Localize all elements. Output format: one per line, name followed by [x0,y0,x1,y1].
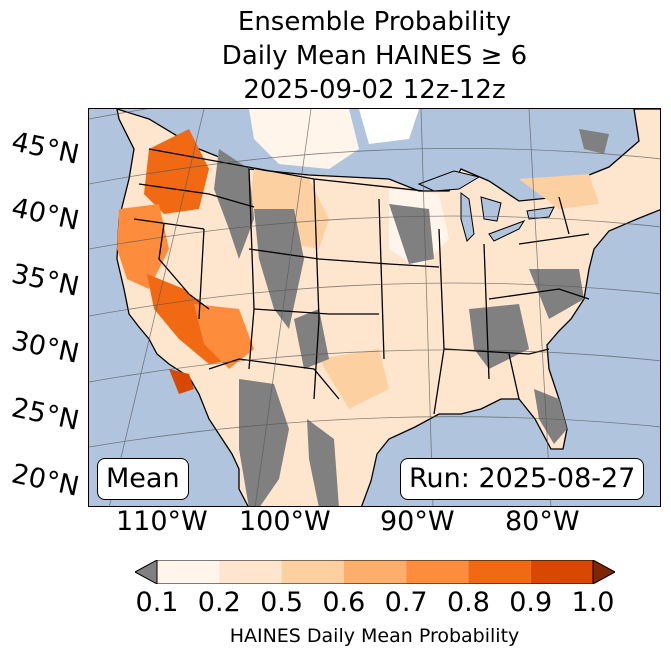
colorbar-bin-5 [468,560,531,584]
lake-superior [417,170,481,192]
border-ca-nv [158,223,210,310]
state-borders [133,148,590,415]
nodata-appalachia [529,269,584,319]
colorbar-tick-6: 0.9 [509,587,553,618]
border-nv-ut [198,228,205,320]
map-title-line-3: 2025-09-02 12z-12z [243,75,506,105]
colorbar-tick-0: 0.1 [135,587,179,618]
colorbar-bin-3 [343,560,407,584]
colorbar-bin-0 [157,560,220,584]
colorbar-tick-1: 0.2 [197,587,241,618]
graticule [89,109,660,506]
shade-tx [319,349,389,409]
colorbar-bin-1 [219,560,282,584]
border-ca-or [133,218,205,230]
lat-label-45: 45°N [8,126,82,171]
shade-ne [519,174,599,209]
shade-nw-high [144,129,209,214]
colorbar-under-arrow [135,560,158,584]
shade-baja [169,369,194,394]
nodata-utah [254,209,304,329]
border-ga-fl [508,353,520,400]
border-plains [378,198,385,360]
map-panel [88,108,661,507]
nodata-mexico-east [307,419,339,506]
border-or-id [138,183,255,208]
nodata-florida [534,389,567,444]
lon-label-90: 90°W [380,506,455,537]
meridian-100 [254,109,312,506]
colorbar-tick-2: 0.5 [260,587,304,618]
run-date-box: Run: 2025-08-27 [400,458,645,500]
parallel-40 [89,148,660,185]
colorbar [135,560,615,584]
lake-erie [488,220,526,242]
lon-label-100: 100°W [239,506,331,537]
meridian-90 [420,109,434,506]
border-ny [558,196,570,235]
parallel-25 [89,349,660,383]
parallel-30 [89,282,660,317]
nodata-nebraska [389,204,434,264]
border-pa [518,233,590,245]
colorbar-bin-2 [281,560,344,584]
map-title-line-1: Ensemble Probability [237,7,512,37]
stat-label-box: Mean [97,458,189,500]
parallel-20 [89,416,660,448]
lat-label-40: 40°N [8,192,82,237]
colorbar-outline [156,560,594,584]
colorbar-tick-3: 0.6 [322,587,366,618]
colorbar-bin-6 [530,560,593,584]
lat-label-35: 35°N [8,258,82,303]
colorbar-tick-4: 0.7 [384,587,428,618]
shade-canada-white [359,109,419,144]
shade-ca-north [117,204,169,289]
great-lakes [417,170,555,242]
nodata-idaho [214,149,254,259]
lon-label-80: 80°W [505,506,580,537]
parallel-35 [89,215,660,250]
shade-az [194,304,254,369]
meridian-80 [528,109,552,506]
lake-huron [480,196,502,222]
meridian-110 [109,109,205,506]
shade-canada-low [249,109,359,169]
colorbar-tick-7: 1.0 [571,587,615,618]
colorbar-over-arrow [592,560,615,584]
border-mexico [208,358,340,400]
lat-label-30: 30°N [8,325,82,370]
lon-label-110: 110°W [116,506,208,537]
border-az-nm-ok [253,308,379,315]
lake-ontario [526,206,555,220]
border-ky-tn [488,288,590,300]
colorbar-bin-4 [406,560,469,584]
map-title-line-2: Daily Mean HAINES ≥ 6 [221,41,528,71]
lat-label-25: 25°N [8,392,82,437]
border-nm-tx [313,178,320,400]
border-in-oh [483,243,490,380]
nodata-quebec [579,129,609,154]
colorbar-tick-5: 0.8 [446,587,490,618]
lake-michigan [460,192,475,242]
probability-map [89,109,660,506]
lat-label-20: 20°N [8,458,82,503]
colorbar-label: HAINES Daily Mean Probability [229,625,520,647]
border-ks-mo [248,248,440,268]
